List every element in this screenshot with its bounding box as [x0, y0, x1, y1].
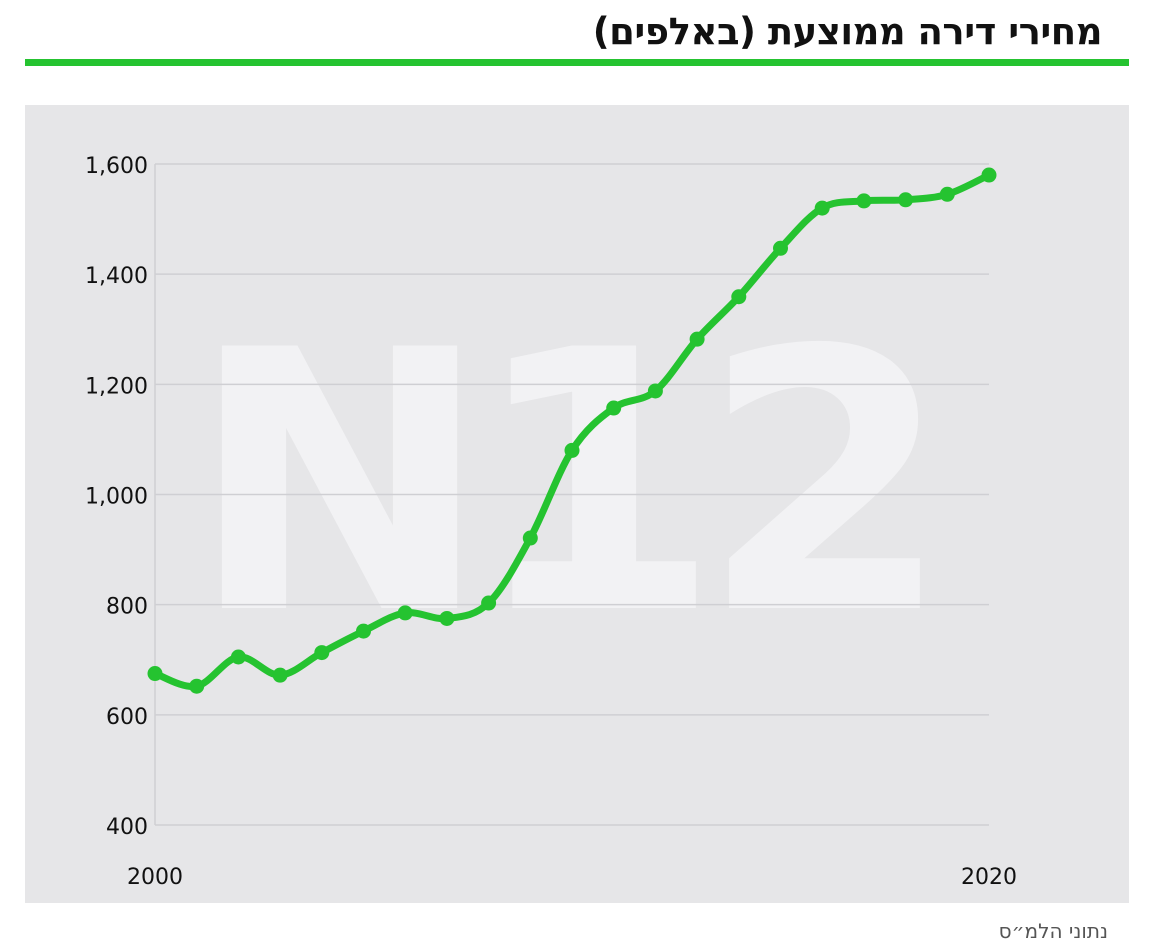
- y-tick-label: 1,000: [85, 485, 148, 510]
- title-underline: [25, 59, 1129, 66]
- y-tick-label: 400: [106, 815, 148, 840]
- gridlines: [154, 163, 989, 826]
- data-point: [147, 666, 163, 682]
- x-tick-label: 2020: [961, 865, 1017, 890]
- y-tick-label: 1,400: [85, 264, 148, 289]
- y-tick-label: 1,600: [85, 154, 148, 179]
- data-point: [689, 331, 705, 347]
- x-tick-label: 2000: [127, 865, 183, 890]
- data-point: [773, 240, 788, 256]
- data-point: [356, 623, 371, 639]
- data-point: [481, 595, 497, 611]
- data-points: [147, 167, 997, 694]
- data-point: [189, 678, 205, 694]
- data-point: [981, 167, 997, 183]
- chart-title: מחירי דירה ממוצעת (באלפים): [592, 10, 1103, 53]
- data-point: [439, 610, 455, 626]
- data-point: [814, 200, 830, 216]
- data-point: [606, 400, 622, 416]
- data-point: [731, 289, 747, 305]
- source-credit: נתוני הלמ״ס: [998, 919, 1108, 943]
- data-point: [856, 193, 872, 209]
- y-tick-label: 800: [106, 595, 148, 620]
- data-point: [898, 192, 914, 208]
- y-tick-label: 600: [106, 705, 148, 730]
- data-point: [647, 383, 663, 399]
- data-point: [564, 442, 580, 458]
- data-point: [272, 667, 288, 683]
- chart-panel: [25, 105, 1129, 903]
- data-point: [397, 605, 413, 621]
- watermark-text: N12: [189, 274, 931, 693]
- data-point: [522, 530, 538, 546]
- axes: 400 600 800 1,000 1,200 1,400 1,600 2000 2020: [85, 154, 1017, 890]
- data-point: [314, 645, 330, 661]
- data-point: [230, 649, 246, 665]
- y-tick-label: 1,200: [85, 374, 148, 399]
- data-point: [939, 186, 955, 202]
- n12-watermark: N12: [189, 274, 951, 693]
